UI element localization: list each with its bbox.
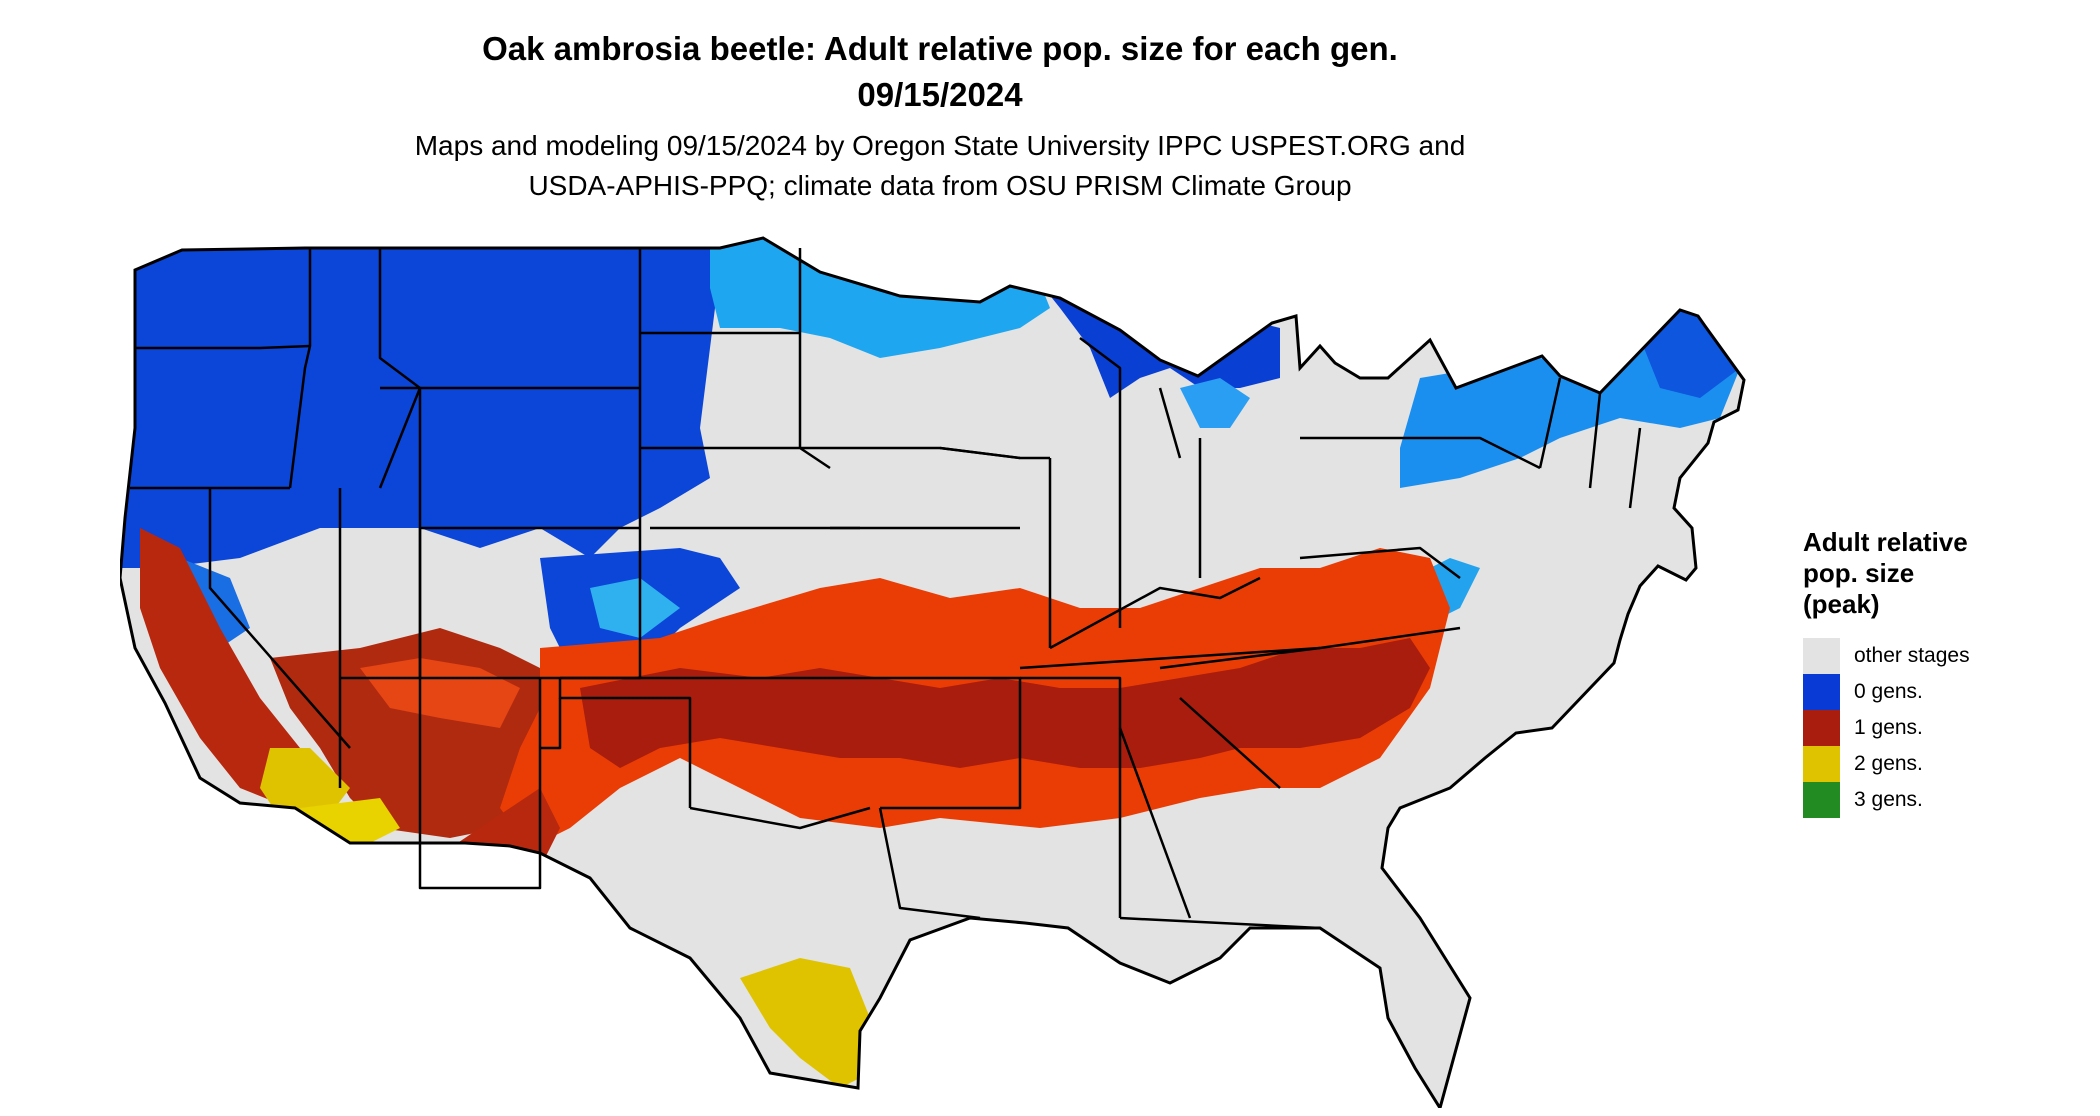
border-wi-il	[939, 446, 1050, 460]
border-pa-ny	[1300, 436, 1541, 470]
legend-title-line-2: pop. size	[1803, 558, 1915, 588]
border-tx-north	[540, 698, 562, 750]
legend-label: 0 gens.	[1854, 680, 1923, 703]
legend-label: 1 gens.	[1854, 716, 1923, 739]
zero-gens-michigan-light	[1180, 378, 1250, 428]
legend-item-1-gens: 1 gens.	[1803, 710, 2093, 746]
border-id-west	[288, 248, 312, 489]
title-line-2: 09/15/2024	[857, 76, 1023, 113]
border-az-nm	[418, 678, 542, 890]
us-map-svg	[118, 236, 1746, 1112]
one-gen-south-dark	[580, 638, 1430, 768]
legend-swatch	[1803, 782, 1840, 818]
legend-label: other stages	[1854, 644, 1970, 667]
border-tn-north	[1019, 646, 1321, 670]
border-ky	[1049, 576, 1261, 650]
map-title: Oak ambrosia beetle: Adult relative pop.…	[0, 26, 1880, 118]
legend-title: Adult relative pop. size (peak)	[1803, 527, 2093, 620]
border-md-wv	[1299, 546, 1461, 579]
border-id-mt	[310, 246, 422, 489]
legend-label: 3 gens.	[1854, 788, 1923, 811]
us-outline	[118, 236, 1746, 1112]
legend-swatch	[1803, 638, 1840, 674]
subtitle-line-2: USDA-APHIS-PPQ; climate data from OSU PR…	[528, 170, 1352, 201]
border-ga-al	[1118, 727, 1192, 919]
border-co	[418, 528, 642, 680]
border-ms-al	[1020, 676, 1122, 918]
legend-title-line-1: Adult relative	[1803, 527, 1968, 557]
border-ok-panhandle	[558, 678, 692, 808]
border-va-nc	[1159, 626, 1461, 670]
border-ga-sc	[1179, 697, 1281, 789]
border-ar	[860, 676, 1022, 810]
title-line-1: Oak ambrosia beetle: Adult relative pop.…	[482, 30, 1398, 67]
two-gens-south-texas	[740, 958, 870, 1088]
border-new-england	[1538, 377, 1642, 509]
border-fl-ga	[1119, 916, 1321, 930]
subtitle-line-1: Maps and modeling 09/15/2024 by Oregon S…	[414, 130, 1466, 161]
zero-gens-colorado-light	[590, 578, 680, 638]
legend-swatch	[1803, 674, 1840, 710]
border-la	[878, 807, 981, 920]
border-wa-or	[135, 344, 311, 350]
legend-item-2-gens: 2 gens.	[1803, 746, 2093, 782]
legend-label: 2 gens.	[1854, 752, 1923, 775]
legend: Adult relative pop. size (peak) other st…	[1803, 527, 2093, 818]
one-gen-sw-light	[360, 658, 520, 728]
legend-swatch	[1803, 746, 1840, 782]
legend-title-line-3: (peak)	[1803, 589, 1880, 619]
border-nv-ca	[208, 488, 351, 749]
legend-item-other-stages: other stages	[1803, 638, 2093, 674]
one-gen-california	[140, 528, 340, 808]
legend-item-3-gens: 3 gens.	[1803, 782, 2093, 818]
border-lake-michigan	[1079, 337, 1182, 459]
map-subtitle: Maps and modeling 09/15/2024 by Oregon S…	[0, 126, 1880, 206]
us-map	[118, 228, 1780, 1112]
border-ok-tx	[689, 806, 871, 830]
zero-gens-sierra	[180, 558, 250, 648]
legend-item-0-gens: 0 gens.	[1803, 674, 2093, 710]
legend-swatch	[1803, 710, 1840, 746]
two-gens-florida	[1300, 958, 1380, 1088]
state-borders	[130, 246, 1642, 930]
